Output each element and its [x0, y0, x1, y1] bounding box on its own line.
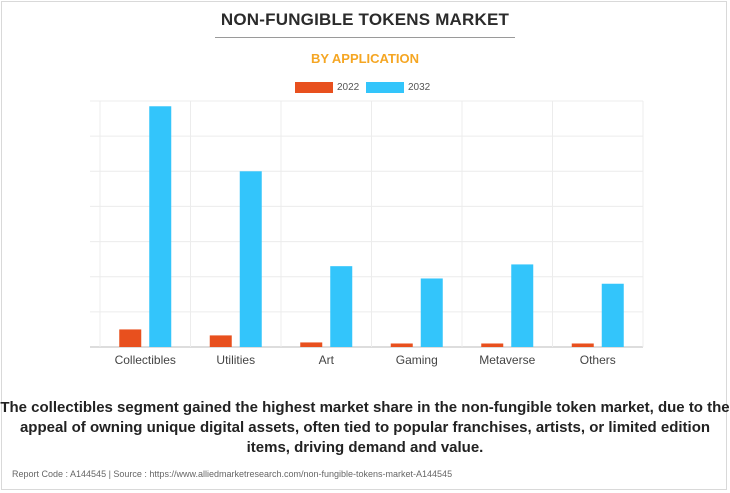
- bar-2022-others: [571, 343, 594, 347]
- bar-2032-metaverse: [511, 264, 534, 347]
- bar-2022-metaverse: [481, 343, 504, 347]
- chart-caption: The collectibles segment gained the high…: [0, 399, 730, 456]
- legend-item-2032: 2032: [366, 80, 430, 94]
- x-tick-label-collectibles: Collectibles: [115, 353, 176, 367]
- x-tick-label-art: Art: [319, 353, 335, 367]
- chart-subtitle: BY APPLICATION: [310, 51, 420, 66]
- bar-2032-others: [601, 283, 624, 347]
- bar-2032-art: [330, 266, 353, 347]
- bar-2022-art: [300, 342, 323, 347]
- title-divider: [215, 37, 515, 38]
- bar-2032-collectibles: [149, 106, 172, 348]
- bar-2032-utilities: [239, 171, 262, 347]
- source-note: Report Code : A144545 | Source : https:/…: [12, 469, 453, 479]
- legend-swatch-2032: [366, 81, 404, 93]
- legend-label-2032: 2032: [408, 81, 431, 93]
- x-tick-label-gaming: Gaming: [396, 353, 438, 367]
- legend-label-2022: 2022: [337, 81, 360, 93]
- x-tick-label-utilities: Utilities: [216, 353, 255, 367]
- bar-2022-gaming: [390, 343, 413, 347]
- x-tick-label-metaverse: Metaverse: [479, 353, 535, 367]
- bar-2032-gaming: [420, 278, 443, 347]
- legend-swatch-2022: [295, 81, 333, 93]
- bar-2022-utilities: [209, 335, 232, 347]
- x-tick-label-others: Others: [580, 353, 616, 367]
- chart-legend: 2022 2032: [0, 80, 730, 94]
- bar-2022-collectibles: [119, 329, 142, 347]
- legend-item-2022: 2022: [295, 80, 359, 94]
- chart-title: NON-FUNGIBLE TOKENS MARKET: [220, 10, 510, 29]
